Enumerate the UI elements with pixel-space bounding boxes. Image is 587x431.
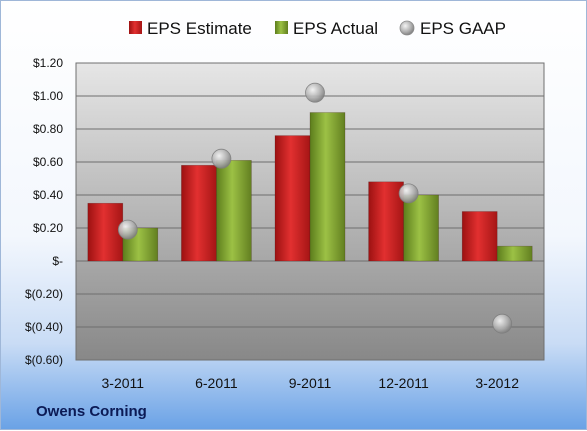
marker-eps-gaap bbox=[398, 183, 419, 204]
x-axis-categories: 3-2011 6-2011 9-2011 12-2011 3-2012 bbox=[102, 375, 520, 391]
y-tick-label: $- bbox=[52, 254, 63, 268]
y-tick-label: $0.20 bbox=[33, 221, 63, 235]
x-category-label: 9-2011 bbox=[289, 375, 332, 391]
marker-eps-gaap bbox=[305, 82, 325, 103]
legend-label-eps-estimate: EPS Estimate bbox=[147, 19, 252, 38]
bar-eps-estimate bbox=[181, 165, 217, 262]
y-tick-label: $0.80 bbox=[33, 122, 63, 136]
y-tick-label: $(0.60) bbox=[25, 353, 63, 367]
marker-eps-gaap bbox=[492, 313, 513, 334]
marker-eps-gaap bbox=[117, 219, 138, 240]
bar-eps-estimate bbox=[368, 181, 404, 262]
y-tick-label: $1.20 bbox=[33, 56, 63, 70]
y-tick-label: $1.00 bbox=[33, 89, 63, 103]
legend-label-eps-actual: EPS Actual bbox=[293, 19, 378, 38]
gaap-markers bbox=[117, 82, 513, 334]
legend-marker-eps-gaap bbox=[399, 20, 415, 36]
bar-eps-actual bbox=[216, 160, 252, 262]
bar-eps-actual bbox=[496, 245, 533, 262]
y-tick-label: $0.40 bbox=[33, 188, 63, 202]
y-tick-label: $(0.20) bbox=[25, 287, 63, 301]
bar-eps-estimate bbox=[461, 211, 498, 262]
legend-swatch-eps-estimate bbox=[129, 21, 142, 34]
x-category-label: 6-2011 bbox=[195, 375, 238, 391]
x-category-label: 3-2012 bbox=[475, 375, 519, 391]
y-tick-label: $0.60 bbox=[33, 155, 63, 169]
bar-eps-actual bbox=[403, 194, 439, 262]
marker-eps-gaap bbox=[211, 148, 232, 169]
legend: EPS Estimate EPS Actual EPS GAAP bbox=[129, 19, 506, 38]
y-tick-label: $(0.40) bbox=[25, 320, 63, 334]
x-category-label: 12-2011 bbox=[378, 375, 429, 391]
bar-eps-actual bbox=[309, 112, 346, 262]
bar-eps-estimate bbox=[87, 202, 124, 262]
bars bbox=[87, 112, 533, 262]
x-category-label: 3-2011 bbox=[102, 375, 145, 391]
company-name: Owens Corning bbox=[36, 403, 147, 420]
y-axis-ticks: $1.20 $1.00 $0.80 $0.60 $0.40 $0.20 $- $(0.20) $… bbox=[25, 56, 63, 367]
legend-swatch-eps-actual bbox=[275, 21, 288, 34]
bar-eps-estimate bbox=[274, 135, 311, 262]
legend-label-eps-gaap: EPS GAAP bbox=[420, 19, 506, 38]
